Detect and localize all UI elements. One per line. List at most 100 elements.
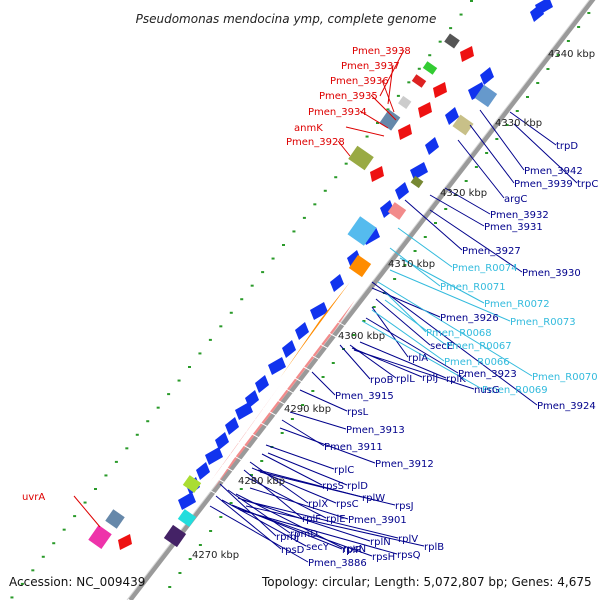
scale-dot <box>178 572 182 574</box>
gene-label: Pmen_R0066 <box>444 357 510 368</box>
scale-dot <box>362 320 366 322</box>
gene-boundary <box>318 326 337 338</box>
gene-label: Pmen_3928 <box>286 137 345 148</box>
gene-arrow <box>215 432 229 450</box>
gene-label: Pmen_3939 <box>514 179 573 190</box>
gene-boundary <box>201 485 221 497</box>
gene-box <box>410 175 424 189</box>
label-connector <box>259 471 396 506</box>
gene-label: Pmen_R0072 <box>484 299 550 310</box>
label-connector <box>261 453 323 486</box>
scale-dot <box>454 194 458 196</box>
gene-box <box>474 84 498 108</box>
gene-arrow <box>347 250 361 268</box>
gene-label: rplR <box>342 545 362 556</box>
scale-dot <box>83 501 87 504</box>
gene-label: rplL <box>396 374 415 385</box>
gene-label: rpmJ <box>276 532 299 543</box>
gene-box <box>387 202 407 220</box>
gene-label: Pmen_3924 <box>537 401 596 412</box>
gene-label: Pmen_3912 <box>375 459 434 470</box>
gene-arrow <box>380 200 394 218</box>
scale-dot <box>352 334 356 336</box>
label-connector <box>365 317 459 374</box>
accession-text: Accession: NC_009439 <box>9 575 146 589</box>
scale-dot <box>505 124 509 126</box>
gene-label: Pmen_R0073 <box>510 317 576 328</box>
label-connector <box>299 389 348 412</box>
label-connector <box>457 139 505 199</box>
label-connector <box>513 123 578 184</box>
gene-label: Pmen_R0074 <box>452 263 518 274</box>
scale-dot <box>229 502 233 504</box>
gene-box <box>411 74 427 88</box>
label-connector <box>361 320 483 390</box>
tick-label: 4280 kbp <box>238 476 285 487</box>
gene-box <box>452 114 474 136</box>
gene-arrow <box>330 274 344 292</box>
scale-dot <box>372 306 376 308</box>
scale-dot <box>261 271 265 274</box>
label-connector <box>239 509 398 555</box>
gene-label: Pmen_3915 <box>335 391 394 402</box>
gene-box <box>398 95 412 109</box>
gene-label: Pmen_R0069 <box>482 385 548 396</box>
scale-dot <box>423 236 427 238</box>
scale-dot <box>290 418 294 420</box>
label-connector <box>359 110 389 129</box>
gene-label: Pmen_3930 <box>522 268 581 279</box>
gene-label: Pmen_3901 <box>348 515 407 526</box>
gene-boundary <box>235 440 254 452</box>
gene-box <box>444 33 460 49</box>
label-connector <box>371 287 441 318</box>
label-connector <box>209 505 309 563</box>
scale-dot <box>271 257 275 260</box>
tick-label: 4330 kbp <box>495 118 542 129</box>
label-connector <box>469 124 515 184</box>
scale-dot <box>188 558 192 560</box>
scale-dot <box>334 176 338 179</box>
gene-label: uvrA <box>22 492 45 503</box>
scale-dot <box>331 362 335 364</box>
gene-label: nusG <box>474 385 500 396</box>
scale-dot <box>135 433 139 436</box>
scale-dot <box>311 390 315 392</box>
gene-arrow <box>468 82 486 100</box>
scale-dot <box>94 488 97 490</box>
gene-label: rpsC <box>336 499 359 510</box>
gene-label: rplC <box>334 465 354 476</box>
scale-ticks: 4340 kbp 4330 kbp 4320 kbp 4310 kbp 4300 kbp… <box>192 49 595 561</box>
topology-text: Topology: circular; Length: 5,072,807 bp… <box>262 575 592 589</box>
scale-dot <box>323 189 327 192</box>
gene-label: rplB <box>424 542 444 553</box>
scale-dot <box>417 67 421 70</box>
label-connector <box>429 209 523 273</box>
scale-dot <box>459 13 463 16</box>
gene-box <box>163 524 187 548</box>
label-connector <box>444 187 491 215</box>
scale-dot <box>209 530 213 532</box>
scale-dot <box>546 68 550 70</box>
scale-dot <box>156 406 160 409</box>
scale-dot <box>188 366 191 368</box>
gene-label: rplW <box>362 493 385 504</box>
gene-label: Pmen_R0071 <box>440 282 506 293</box>
scale-dot <box>495 138 499 140</box>
gene-arrow <box>295 322 309 340</box>
gene-label: rpsD <box>281 545 305 556</box>
label-connector <box>289 411 347 430</box>
label-connector <box>311 371 336 396</box>
scale-dot <box>62 528 66 531</box>
label-connector <box>381 79 395 113</box>
label-connector <box>227 489 291 534</box>
gene-label: Pmen_3913 <box>346 425 405 436</box>
scale-dot <box>260 460 264 462</box>
tick-label: 4340 kbp <box>548 49 595 60</box>
gene-boundary <box>285 372 304 384</box>
scale-dot <box>20 582 24 585</box>
gene-box <box>347 216 377 246</box>
gene-boundary <box>301 349 321 361</box>
gene-label: Pmen_3935 <box>319 91 378 102</box>
gene-arrow <box>118 534 132 550</box>
